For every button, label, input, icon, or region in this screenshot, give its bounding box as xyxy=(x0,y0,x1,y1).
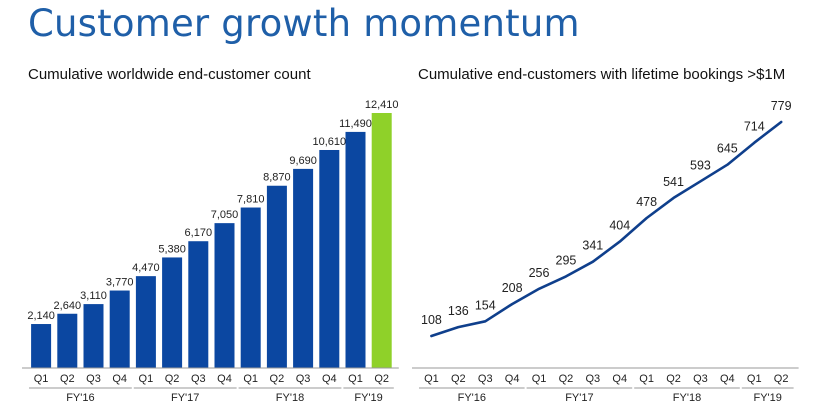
line-value-label: 645 xyxy=(717,142,738,156)
bar-chart-title: Cumulative worldwide end-customer count xyxy=(28,66,311,83)
line-quarter-label: Q4 xyxy=(612,373,627,385)
line-quarter-label: Q1 xyxy=(639,373,654,385)
line-value-label: 779 xyxy=(771,99,792,113)
bar xyxy=(319,149,340,368)
bar-value-label: 2,640 xyxy=(54,300,82,312)
bar-fiscal-year-label: FY'19 xyxy=(354,392,382,404)
bar-quarter-label: Q1 xyxy=(139,373,154,385)
line-quarter-label: Q3 xyxy=(478,373,493,385)
line-series xyxy=(430,120,783,338)
line-quarter-label: Q2 xyxy=(559,373,574,385)
bar-quarter-label: Q4 xyxy=(322,373,337,385)
bar xyxy=(83,304,104,368)
bar xyxy=(109,290,130,368)
line-value-label: 341 xyxy=(582,239,603,253)
line-quarter-label: Q1 xyxy=(532,373,547,385)
line-chart: 108 136 154 208 256 295 341 404 478 541 593 645 714 7… xyxy=(412,99,799,404)
bar-value-label: 10,610 xyxy=(312,136,346,148)
bar xyxy=(162,257,183,368)
line-value-label: 593 xyxy=(690,158,711,172)
line-quarter-label: Q2 xyxy=(774,373,789,385)
bar xyxy=(371,113,392,368)
page-title: Customer growth momentum xyxy=(28,2,580,45)
bar xyxy=(214,223,235,368)
bar-value-label: 8,870 xyxy=(263,172,291,184)
line-quarter-label: Q3 xyxy=(586,373,601,385)
line-value-label: 136 xyxy=(448,304,469,318)
bar xyxy=(345,131,366,368)
bar-quarter-label: Q1 xyxy=(243,373,258,385)
bar-value-label: 11,490 xyxy=(339,118,372,130)
bar-quarter-label: Q3 xyxy=(296,373,311,385)
bar-value-label: 9,690 xyxy=(289,155,317,167)
bar xyxy=(293,168,314,368)
line-value-label: 404 xyxy=(609,219,630,233)
line-value-label: 541 xyxy=(663,175,684,189)
bar-quarter-label: Q4 xyxy=(112,373,127,385)
line-fiscal-year-label: FY'17 xyxy=(565,392,593,404)
line-value-label: 108 xyxy=(421,313,442,327)
bar-fiscal-year-label: FY'17 xyxy=(171,392,199,404)
bar xyxy=(135,276,156,368)
line-value-label: 154 xyxy=(475,298,496,312)
bar-value-label: 5,380 xyxy=(158,243,186,255)
bar-value-label: 6,170 xyxy=(185,227,213,239)
bar-quarter-label: Q1 xyxy=(34,373,49,385)
line-value-label: 256 xyxy=(529,266,550,280)
bar-quarter-label: Q2 xyxy=(60,373,75,385)
line-value-label: 714 xyxy=(744,120,765,134)
bar-value-label: 3,770 xyxy=(106,277,134,289)
line-fiscal-year-label: FY'19 xyxy=(753,392,781,404)
bar-quarter-label: Q3 xyxy=(191,373,206,385)
line-quarter-label: Q1 xyxy=(424,373,439,385)
bar-quarter-label: Q2 xyxy=(165,373,180,385)
bar-quarter-label: Q1 xyxy=(348,373,363,385)
line-chart-title: Cumulative end-customers with lifetime b… xyxy=(418,66,786,83)
bar-quarter-label: Q2 xyxy=(270,373,285,385)
bar-fiscal-year-label: FY'16 xyxy=(66,392,94,404)
bar-value-label: 2,140 xyxy=(27,310,55,322)
bar-quarter-label: Q3 xyxy=(86,373,101,385)
line-quarter-label: Q4 xyxy=(720,373,735,385)
bar xyxy=(31,324,52,368)
bar-quarter-label: Q2 xyxy=(374,373,389,385)
bar xyxy=(266,185,287,368)
line-quarter-label: Q4 xyxy=(505,373,520,385)
bar-value-label: 3,110 xyxy=(80,290,107,302)
line-fiscal-year-label: FY'18 xyxy=(673,392,701,404)
bar xyxy=(57,313,78,368)
line-quarter-label: Q2 xyxy=(666,373,681,385)
line-value-label: 295 xyxy=(556,253,577,267)
bar-quarter-label: Q4 xyxy=(217,373,232,385)
bar xyxy=(188,241,209,368)
bar-value-label: 12,410 xyxy=(365,99,399,111)
line-quarter-label: Q1 xyxy=(747,373,762,385)
bar-value-label: 4,470 xyxy=(132,262,160,274)
line-value-label: 478 xyxy=(636,195,657,209)
bar-value-label: 7,810 xyxy=(237,194,265,206)
bar-value-label: 7,050 xyxy=(211,209,239,221)
line-quarter-label: Q2 xyxy=(451,373,466,385)
bar xyxy=(240,207,261,368)
line-quarter-label: Q3 xyxy=(693,373,708,385)
line-fiscal-year-label: FY'16 xyxy=(458,392,486,404)
bar-fiscal-year-label: FY'18 xyxy=(276,392,304,404)
line-value-label: 208 xyxy=(502,281,523,295)
